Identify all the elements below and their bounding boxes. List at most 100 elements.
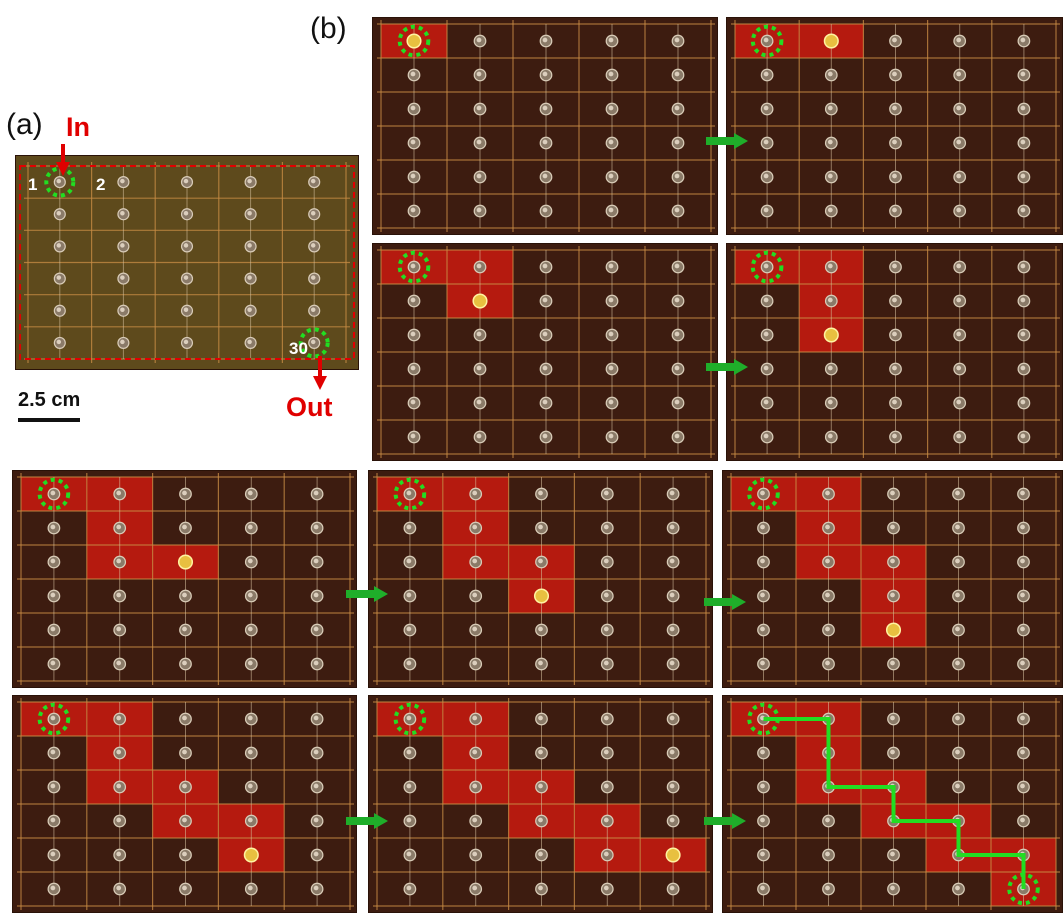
well-glint: [825, 851, 830, 857]
well-glint: [763, 207, 769, 213]
inlet-marker: [393, 477, 427, 511]
well-glint: [183, 339, 189, 345]
well-number-1: 1: [28, 175, 38, 194]
well-glint: [410, 173, 416, 179]
well-glint: [603, 715, 609, 721]
well-glint: [763, 331, 769, 337]
well-glint: [116, 749, 122, 755]
well-glint: [760, 783, 765, 789]
board-svg: [19, 162, 355, 363]
in-label: In: [66, 112, 90, 142]
well-glint: [1020, 263, 1026, 269]
board-svg: [377, 246, 715, 458]
well-glint: [182, 851, 187, 857]
well-glint: [669, 592, 675, 598]
well-glint: [674, 433, 680, 439]
well-glint: [763, 399, 769, 405]
inlet-marker: [37, 702, 71, 736]
droplet: [243, 847, 259, 863]
well-glint: [120, 339, 125, 345]
well-glint: [247, 660, 253, 666]
well-glint: [310, 178, 316, 184]
well-glint: [247, 885, 253, 891]
well-glint: [825, 817, 830, 823]
well-glint: [538, 660, 543, 666]
well-glint: [603, 749, 609, 755]
well-glint: [608, 297, 614, 303]
outlet-marker: [1007, 872, 1040, 906]
well-glint: [476, 365, 482, 371]
well-glint: [472, 783, 478, 789]
board-svg: [731, 20, 1060, 232]
droplet: [885, 622, 902, 638]
well-glint: [603, 626, 609, 632]
well-glint: [410, 297, 416, 303]
well-glint: [674, 399, 680, 405]
well-glint: [669, 885, 675, 891]
well-glint: [116, 660, 122, 666]
well-glint: [476, 433, 482, 439]
well-glint: [956, 173, 962, 179]
well-glint: [247, 178, 252, 184]
well-glint: [1020, 592, 1025, 598]
well-glint: [472, 626, 478, 632]
well-glint: [603, 524, 609, 530]
well-glint: [472, 851, 478, 857]
well-glint: [674, 37, 680, 43]
well-glint: [827, 399, 833, 405]
well-glint: [674, 263, 680, 269]
well-glint: [406, 626, 412, 632]
well-glint: [472, 490, 478, 496]
well-glint: [476, 139, 482, 145]
well-glint: [1020, 524, 1025, 530]
well-glint: [406, 749, 412, 755]
board-svg: [17, 473, 354, 685]
well-glint: [406, 490, 412, 496]
panel-b-label: (b): [310, 12, 347, 45]
well-glint: [674, 173, 680, 179]
well-glint: [410, 331, 416, 337]
well-glint: [406, 660, 412, 666]
well-glint: [247, 339, 252, 345]
well-number-30: 30: [289, 339, 308, 358]
well-glint: [476, 399, 482, 405]
panel-a-label: (a): [6, 108, 43, 141]
well-glint: [955, 626, 960, 632]
well-glint: [50, 524, 56, 530]
well-glint: [406, 885, 412, 891]
frame-6: [368, 470, 713, 688]
well-glint: [116, 715, 122, 721]
well-glint: [56, 275, 62, 280]
well-glint: [608, 173, 614, 179]
well-glint: [542, 263, 548, 269]
well-glint: [955, 558, 960, 564]
well-glint: [183, 275, 189, 280]
frame-7: [722, 470, 1063, 688]
well-glint: [56, 210, 62, 216]
well-glint: [182, 490, 187, 496]
well-glint: [56, 178, 62, 184]
well-glint: [116, 817, 122, 823]
well-glint: [608, 331, 614, 337]
step-arrow-3: [346, 586, 388, 602]
well-glint: [956, 399, 962, 405]
out-label: Out: [286, 392, 333, 422]
well-glint: [892, 331, 897, 337]
well-glint: [472, 558, 478, 564]
well-glint: [182, 660, 187, 666]
well-glint: [538, 715, 543, 721]
well-glint: [406, 783, 412, 789]
transfer-path: [763, 717, 1026, 889]
inlet-marker: [747, 477, 780, 511]
well-glint: [50, 660, 56, 666]
well-glint: [313, 783, 319, 789]
well-glint: [1020, 626, 1025, 632]
well-glint: [669, 817, 675, 823]
inlet-marker: [393, 702, 427, 736]
well-glint: [476, 105, 482, 111]
well-glint: [760, 749, 765, 755]
well-glint: [763, 139, 769, 145]
well-glint: [247, 307, 252, 313]
well-glint: [410, 105, 416, 111]
well-glint: [1020, 173, 1026, 179]
